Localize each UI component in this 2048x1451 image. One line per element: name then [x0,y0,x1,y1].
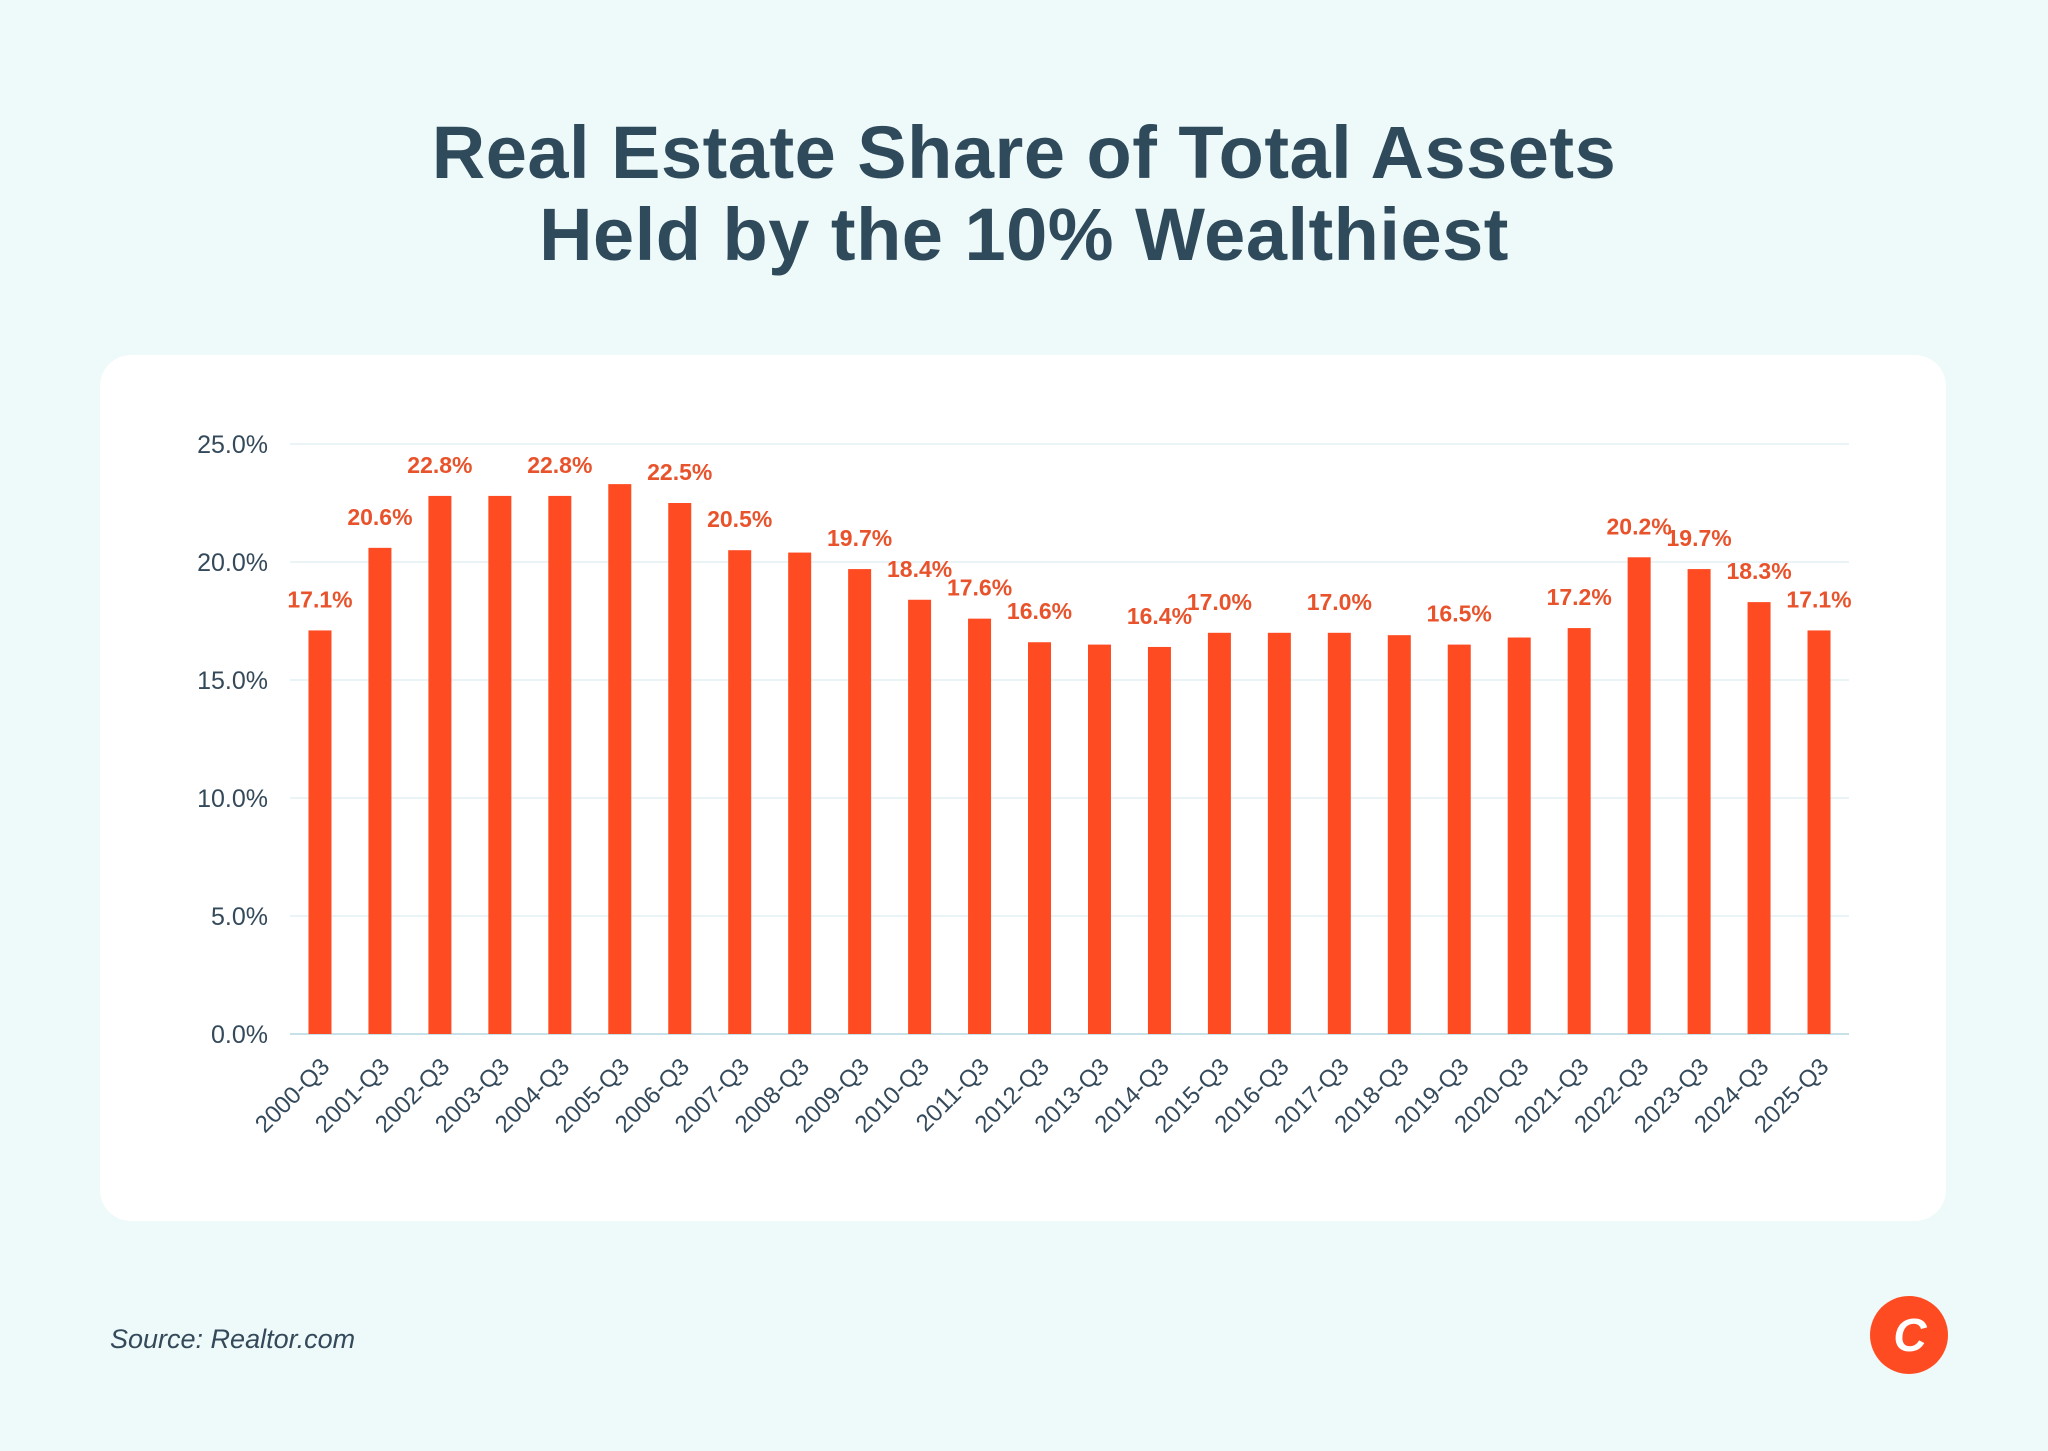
data-label: 22.8% [527,452,592,478]
data-label: 20.2% [1607,513,1672,539]
chart-card: 0.0% 5.0% 10.0% 15.0% 20.0% 25.0% 17.1% 20.6% 22… [100,355,1946,1221]
data-labels: 17.1% 20.6% 22.8% 22.8% 22.5% 20.5% 19.7% 18.4%… [287,452,1851,629]
bars [308,484,1831,1034]
bar-2025-q3 [1807,630,1831,1034]
logo-letter: C [1893,1309,1927,1361]
bar-2009-q3 [848,569,872,1034]
y-tick-label: 10.0% [197,785,268,813]
data-label: 17.1% [287,586,352,612]
bar-2005-q3 [608,484,632,1034]
bar-2021-q3 [1567,628,1591,1034]
bar-2020-q3 [1507,637,1531,1034]
bar-2022-q3 [1627,557,1651,1034]
data-label: 16.5% [1427,601,1492,627]
data-label: 16.6% [1007,598,1072,624]
bar-2000-q3 [308,630,332,1034]
bar-2007-q3 [728,550,752,1034]
bar-2014-q3 [1147,646,1171,1034]
data-label: 19.7% [1666,525,1731,551]
data-label: 22.5% [647,459,712,485]
data-label: 17.0% [1187,589,1252,615]
bar-2016-q3 [1267,632,1291,1034]
data-label: 22.8% [407,452,472,478]
logo-circle [1870,1296,1948,1374]
y-tick-label: 5.0% [211,903,268,931]
bar-2008-q3 [788,552,812,1034]
data-label: 17.6% [947,575,1012,601]
source-note: Source: Realtor.com [110,1324,356,1354]
bar-2010-q3 [908,599,932,1034]
data-label: 18.4% [887,556,952,582]
bar-2018-q3 [1387,635,1411,1034]
data-label: 18.3% [1726,558,1791,584]
data-label: 16.4% [1127,603,1192,629]
bar-2012-q3 [1028,642,1052,1034]
bar-2019-q3 [1447,644,1471,1034]
data-label: 17.1% [1786,586,1851,612]
bar-2015-q3 [1207,632,1231,1034]
bar-2013-q3 [1087,644,1111,1034]
data-label: 19.7% [827,525,892,551]
bar-chart: 0.0% 5.0% 10.0% 15.0% 20.0% 25.0% 17.1% 20.6% 22… [197,431,1852,1138]
data-label: 20.5% [707,506,772,532]
bar-2004-q3 [548,495,572,1034]
y-tick-label: 20.0% [197,549,268,577]
brand-logo: C [1870,1296,1948,1374]
chart-title: Real Estate Share of Total Assets Held b… [431,111,1617,276]
data-label: 17.2% [1547,584,1612,610]
bar-2024-q3 [1747,602,1771,1034]
y-tick-label: 25.0% [197,431,268,459]
y-tick-label: 15.0% [197,667,268,695]
data-label: 20.6% [347,504,412,530]
y-axis: 0.0% 5.0% 10.0% 15.0% 20.0% 25.0% [197,431,268,1049]
bar-2001-q3 [368,547,392,1034]
bar-2017-q3 [1327,632,1351,1034]
data-label: 17.0% [1307,589,1372,615]
bar-2002-q3 [428,495,452,1034]
bar-2011-q3 [968,618,992,1034]
bar-2003-q3 [488,495,512,1034]
x-axis: 2000-Q32001-Q32002-Q32003-Q32004-Q32005-… [250,1053,1834,1138]
bar-2023-q3 [1687,569,1711,1034]
bar-2006-q3 [668,503,692,1034]
y-tick-label: 0.0% [211,1021,268,1049]
